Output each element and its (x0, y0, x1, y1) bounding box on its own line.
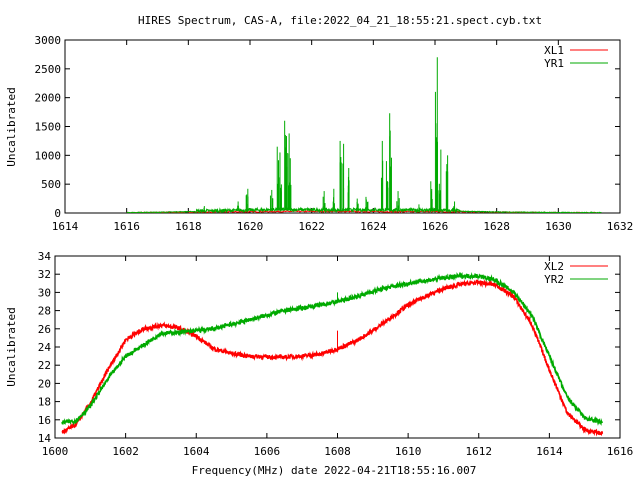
bottom-x-axis-label: Frequency(MHz) date 2022-04-21T18:55:16.… (192, 464, 477, 477)
bottom-y-tick-label: 20 (38, 377, 51, 390)
bottom-x-tick-label: 1600 (42, 445, 69, 458)
top-y-tick-label: 0 (54, 207, 61, 220)
bottom-series-group (61, 271, 604, 437)
bottom-x-tick-label: 1602 (112, 445, 139, 458)
bottom-y-tick-label: 14 (38, 432, 52, 445)
bottom-y-tick-label: 18 (38, 396, 51, 409)
chart-title: HIRES Spectrum, CAS-A, file:2022_04_21_1… (138, 14, 542, 27)
top-x-tick-label: 1630 (545, 220, 572, 233)
top-x-tick-label: 1626 (422, 220, 449, 233)
bottom-y-tick-label: 16 (38, 414, 51, 427)
top-x-tick-label: 1628 (483, 220, 510, 233)
bottom-y-tick-label: 22 (38, 359, 51, 372)
bottom-spectrum-plot: 1600 1602 1604 1606 1608 1610 1612 1614 1616 14 16… (38, 250, 634, 458)
bottom-x-tick-label: 1606 (254, 445, 281, 458)
legend-label-xl2: XL2 (544, 260, 564, 273)
top-y-tick-label: 3000 (35, 34, 62, 47)
bottom-x-tick-label: 1612 (466, 445, 493, 458)
top-x-tick-label: 1616 (113, 220, 140, 233)
top-x-tick-label: 1624 (360, 220, 387, 233)
top-y-tick-label: 1500 (35, 121, 62, 134)
top-y-tick-label: 2000 (35, 92, 62, 105)
bottom-y-tick-label: 32 (38, 268, 51, 281)
bottom-y-tick-label: 34 (38, 250, 52, 263)
top-spectrum-plot: 1614 1616 1618 1620 1622 1624 1626 1628 1630 1632… (35, 34, 634, 233)
legend-label-xl1: XL1 (544, 44, 564, 57)
top-x-tick-label: 1618 (175, 220, 202, 233)
bottom-x-tick-label: 1614 (536, 445, 563, 458)
top-y-tick-label: 500 (41, 178, 61, 191)
top-y-axis-label: Uncalibrated (5, 87, 18, 166)
series-xl2-line (61, 279, 604, 437)
bottom-y-axis-label: Uncalibrated (5, 307, 18, 386)
bottom-y-tick-label: 26 (38, 323, 51, 336)
top-y-tick-label: 1000 (35, 149, 62, 162)
series-yr2-line (61, 271, 604, 426)
bottom-y-tick-label: 24 (38, 341, 52, 354)
bottom-x-tick-label: 1616 (607, 445, 634, 458)
top-y-tick-label: 2500 (35, 63, 62, 76)
top-x-tick-label: 1622 (298, 220, 325, 233)
top-x-tick-label: 1632 (607, 220, 634, 233)
top-x-tick-label: 1614 (52, 220, 79, 233)
top-series-group (126, 57, 602, 213)
bottom-x-tick-label: 1610 (395, 445, 422, 458)
series-yr1-line (126, 206, 602, 213)
legend-label-yr1: YR1 (544, 57, 564, 70)
top-x-tick-label: 1620 (237, 220, 264, 233)
legend-label-yr2: YR2 (544, 273, 564, 286)
bottom-y-tick-label: 28 (38, 305, 51, 318)
bottom-y-tick-label: 30 (38, 286, 51, 299)
bottom-x-tick-label: 1608 (324, 445, 351, 458)
bottom-x-tick-label: 1604 (183, 445, 210, 458)
